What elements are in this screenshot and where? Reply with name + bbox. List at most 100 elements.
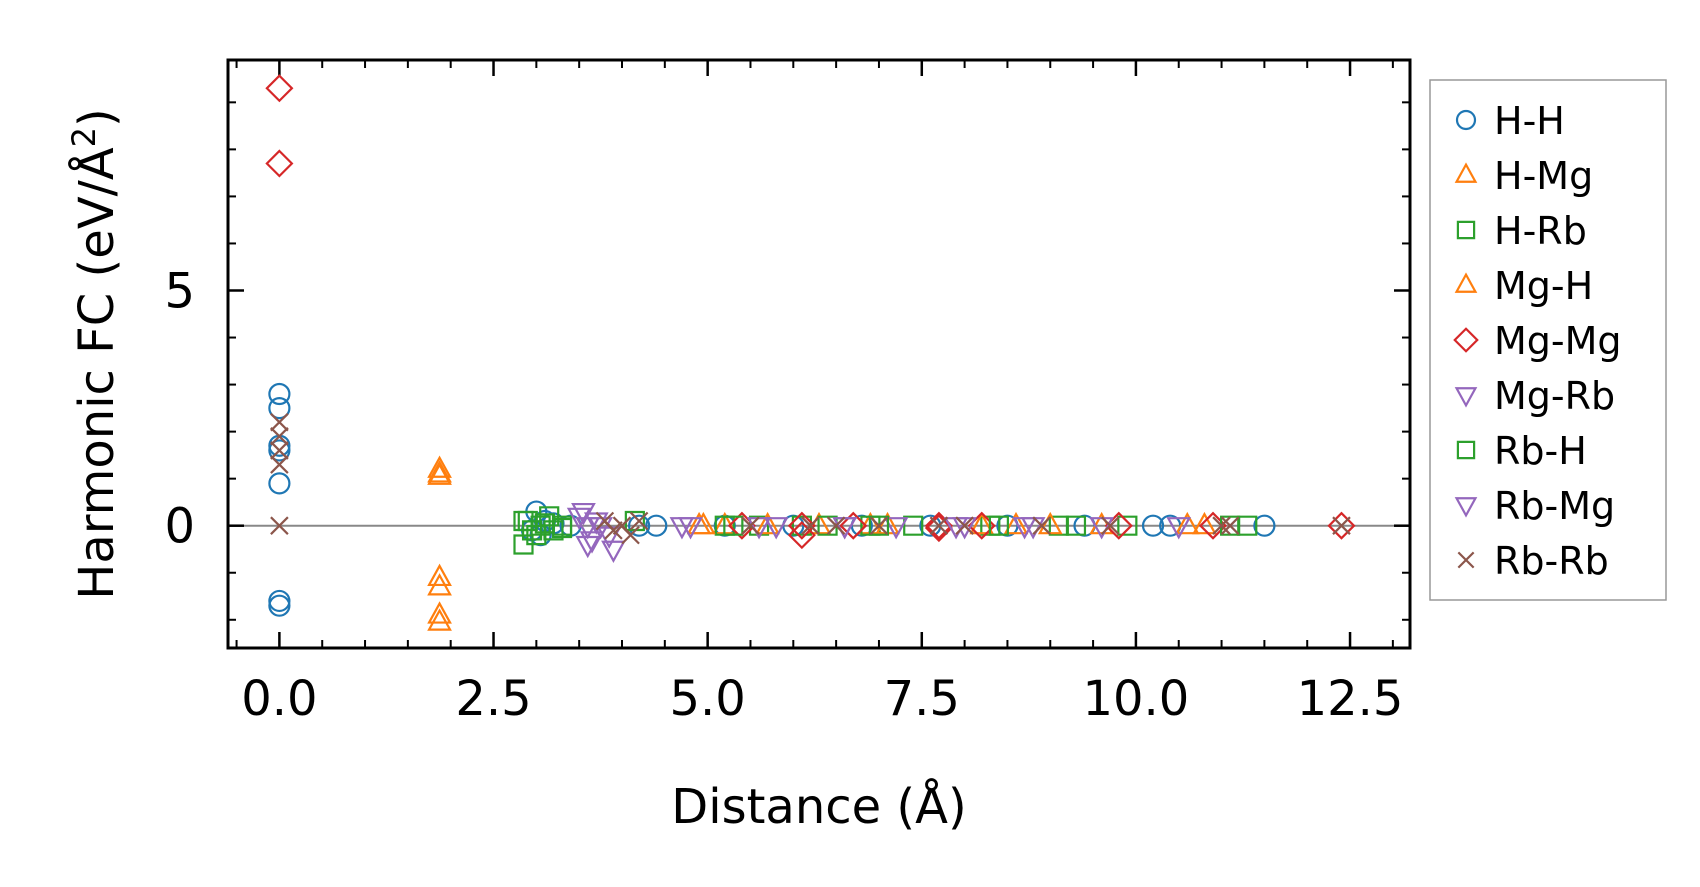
y-axis-label-superscript: 2 — [65, 127, 103, 147]
legend-marker — [1456, 220, 1476, 240]
x-tick-label: 12.5 — [1297, 671, 1404, 727]
data-point — [988, 515, 1009, 536]
data-point — [1065, 515, 1087, 536]
data-point — [427, 462, 452, 485]
y-tick-labels-group: 05 — [164, 263, 195, 554]
series-rb-h — [513, 506, 1241, 541]
data-point — [955, 516, 974, 535]
data-point — [826, 516, 846, 535]
data-point — [924, 513, 953, 543]
legend-marker — [1453, 327, 1479, 353]
data-point — [969, 511, 995, 535]
data-point — [741, 516, 760, 535]
legend-marker — [1455, 109, 1477, 131]
x-tick-label: 7.5 — [884, 671, 960, 727]
data-point — [543, 520, 564, 541]
data-point — [270, 516, 289, 535]
data-point — [530, 515, 551, 536]
x-tick-label: 2.5 — [455, 671, 531, 727]
data-point — [575, 535, 601, 559]
data-point — [1100, 516, 1120, 535]
data-point — [601, 540, 626, 563]
axis-ticks-group — [228, 60, 1410, 648]
data-point — [268, 382, 291, 406]
data-point — [604, 521, 623, 540]
data-point — [621, 525, 640, 545]
data-point — [427, 455, 452, 478]
legend-label: H-H — [1494, 99, 1565, 143]
legend-marker — [1454, 497, 1478, 518]
y-axis-label: Harmonic FC (eV/Å2) — [65, 108, 125, 600]
data-point — [929, 516, 949, 535]
data-point — [868, 515, 890, 536]
data-point — [1141, 514, 1165, 537]
legend-label: Rb-Rb — [1494, 539, 1609, 583]
x-tick-label: 5.0 — [669, 671, 745, 727]
data-point — [268, 594, 291, 617]
data-point — [265, 149, 294, 178]
data-point — [1192, 511, 1217, 535]
data-point — [763, 517, 789, 540]
data-point — [787, 521, 816, 550]
legend-label: H-Mg — [1494, 154, 1593, 198]
data-point — [427, 573, 452, 596]
legend-label: H-Rb — [1494, 209, 1587, 253]
data-point — [628, 514, 651, 537]
legend-items: H-H H-Mg H-Rb Mg-H Mg-Mg Mg-Rb Rb-H Rb-Mg Rb-Rb — [1453, 99, 1622, 583]
legend-marker — [1454, 387, 1478, 408]
data-point — [1327, 511, 1356, 540]
legend-label: Rb-H — [1494, 429, 1587, 473]
data-point — [270, 412, 289, 432]
data-point — [869, 516, 889, 535]
data-point — [427, 608, 452, 631]
data-point — [521, 520, 543, 541]
data-point — [268, 396, 291, 420]
data-point — [678, 517, 703, 540]
data-point — [270, 441, 289, 460]
legend-label: Mg-Rb — [1494, 374, 1615, 418]
y-axis-label-close: ) — [69, 108, 125, 127]
data-point — [1212, 516, 1231, 535]
data-point — [1220, 515, 1241, 536]
legend: H-H H-Mg H-Rb Mg-H Mg-Mg Mg-Rb Rb-H Rb-Mg Rb-Rb — [1429, 79, 1667, 601]
data-point — [1253, 514, 1276, 537]
plot-frame — [226, 58, 1412, 650]
data-point — [1117, 515, 1138, 536]
data-point — [1166, 517, 1192, 540]
data-point — [1220, 516, 1240, 535]
data-point — [270, 455, 289, 474]
series-rb-rb — [270, 412, 1351, 545]
y-tick-label: 5 — [164, 263, 195, 319]
data-point — [579, 531, 605, 554]
x-tick-label: 10.0 — [1082, 671, 1189, 727]
legend-marker — [1454, 272, 1478, 293]
data-point — [817, 515, 838, 536]
data-point — [1332, 516, 1351, 535]
data-point — [903, 515, 924, 536]
data-point — [427, 460, 452, 483]
y-tick-label: 0 — [164, 499, 195, 555]
x-tick-labels-group: 0.0 2.5 5.0 7.5 10.0 12.5 — [241, 671, 1403, 727]
data-point — [755, 511, 780, 535]
x-tick-label: 0.0 — [241, 671, 317, 727]
data-point — [1174, 511, 1200, 535]
data-point — [270, 427, 289, 446]
data-point — [268, 472, 291, 495]
data-point — [839, 511, 868, 540]
legend-label: Rb-Mg — [1494, 484, 1615, 528]
data-point — [265, 74, 294, 103]
x-axis-label: Distance (Å) — [671, 778, 966, 835]
data-point — [787, 511, 816, 540]
legend-box — [1429, 79, 1667, 601]
legend-label: Mg-H — [1494, 264, 1593, 308]
y-axis-label-main: Harmonic FC (eV/Å — [68, 147, 125, 600]
data-point — [1003, 511, 1029, 535]
data-point — [539, 506, 560, 527]
data-point — [566, 507, 592, 531]
data-point — [645, 514, 668, 537]
legend-marker — [1454, 162, 1478, 183]
data-point — [723, 515, 744, 536]
data-point — [1032, 516, 1051, 535]
